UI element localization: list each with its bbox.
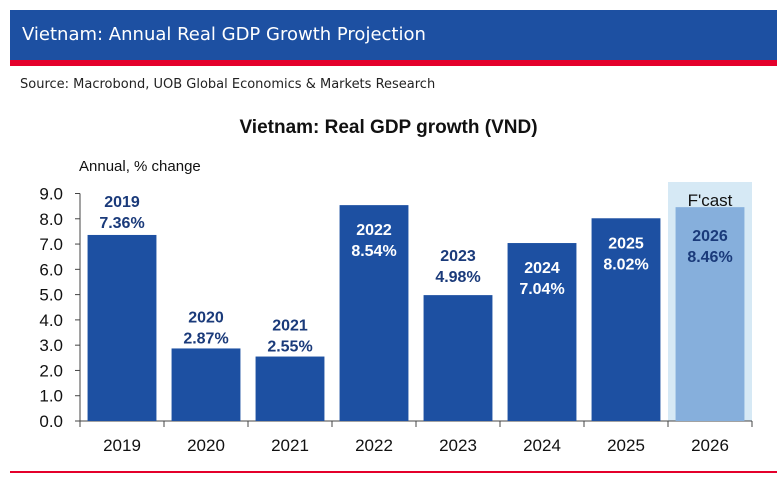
- y-tick-label: 1.0: [39, 387, 63, 406]
- data-label-year: 2022: [356, 222, 392, 239]
- data-label-year: 2023: [440, 248, 476, 265]
- data-label-year: 2024: [524, 260, 560, 277]
- data-label-value: 4.98%: [435, 269, 480, 286]
- x-tick-label: 2021: [271, 436, 309, 455]
- data-label-year: 2026: [692, 228, 728, 245]
- y-tick-label: 7.0: [39, 235, 63, 254]
- y-tick-label: 3.0: [39, 336, 63, 355]
- forecast-label: F'cast: [688, 191, 733, 210]
- data-label-value: 7.04%: [519, 281, 564, 298]
- y-tick-label: 2.0: [39, 361, 63, 380]
- data-label-year: 2025: [608, 235, 644, 252]
- y-tick-label: 6.0: [39, 260, 63, 279]
- x-tick-label: 2025: [607, 436, 645, 455]
- bar-2025: [591, 218, 661, 421]
- y-tick-label: 0.0: [39, 412, 63, 431]
- data-label-value: 8.02%: [603, 256, 648, 273]
- bar-2026: [675, 207, 745, 421]
- data-label-value: 7.36%: [99, 215, 144, 232]
- x-tick-label: 2019: [103, 436, 141, 455]
- x-tick-label: 2026: [691, 436, 729, 455]
- page-title: Vietnam: Annual Real GDP Growth Projecti…: [22, 24, 426, 45]
- y-tick-label: 5.0: [39, 286, 63, 305]
- data-label-value: 2.55%: [267, 339, 312, 356]
- x-tick-label: 2022: [355, 436, 393, 455]
- data-label-year: 2019: [104, 194, 140, 211]
- y-tick-label: 4.0: [39, 311, 63, 330]
- data-label-value: 8.46%: [687, 249, 732, 266]
- source-note: Source: Macrobond, UOB Global Economics …: [20, 77, 436, 92]
- data-label-value: 2.87%: [183, 330, 228, 347]
- bar-2020: [171, 348, 241, 421]
- bar-2019: [87, 234, 157, 421]
- x-tick-label: 2023: [439, 436, 477, 455]
- data-label-value: 8.54%: [351, 243, 396, 260]
- bar-2023: [423, 295, 493, 421]
- data-label-year: 2020: [188, 309, 224, 326]
- bar-2021: [255, 356, 325, 421]
- bar-2022: [339, 205, 409, 421]
- data-label-year: 2021: [272, 318, 308, 335]
- footer-accent-line: [10, 471, 777, 473]
- header-bar: Vietnam: Annual Real GDP Growth Projecti…: [10, 10, 777, 60]
- x-tick-label: 2020: [187, 436, 225, 455]
- chart-title: Vietnam: Real GDP growth (VND): [239, 117, 538, 138]
- y-tick-label: 8.0: [39, 210, 63, 229]
- y-tick-label: 9.0: [39, 185, 63, 204]
- x-tick-label: 2024: [523, 436, 561, 455]
- header-accent-line: [10, 60, 777, 66]
- y-axis-label: Annual, % change: [79, 158, 201, 175]
- bar-2024: [507, 243, 577, 421]
